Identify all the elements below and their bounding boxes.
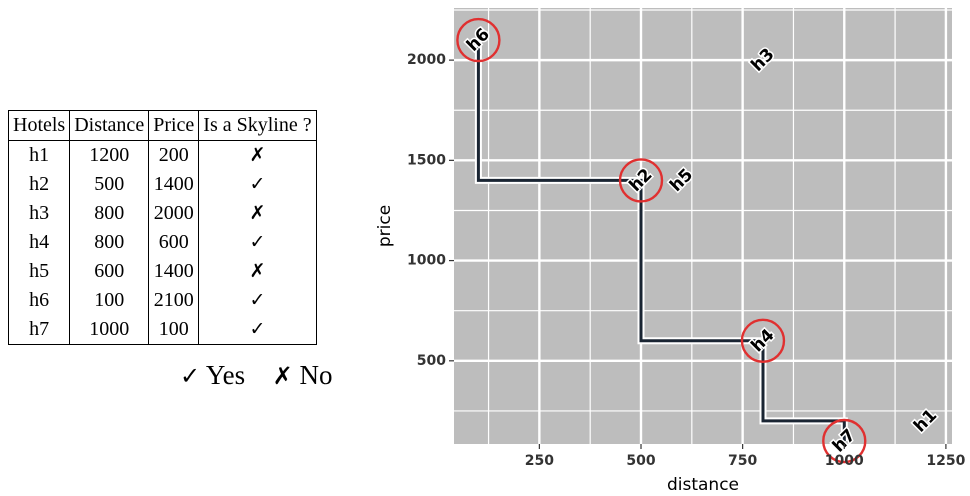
cell-hotel: h4 (9, 228, 70, 257)
cell-hotel: h3 (9, 199, 70, 228)
cell-distance: 800 (70, 199, 149, 228)
cell-skyline: ✓ (199, 170, 316, 199)
x-tick-label: 1000 (825, 453, 864, 469)
cell-price: 600 (149, 228, 199, 257)
cell-hotel: h5 (9, 257, 70, 286)
column-header-distance: Distance (70, 111, 149, 141)
column-header-price: Price (149, 111, 199, 141)
y-axis-ticks: 500 1000 1500 2000 (407, 52, 454, 369)
x-tick-label: 250 (525, 453, 554, 469)
cell-hotel: h7 (9, 315, 70, 345)
table-row: h5 600 1400 ✗ (9, 257, 317, 286)
cell-price: 2000 (149, 199, 199, 228)
cell-hotel: h1 (9, 141, 70, 171)
column-header-hotels: Hotels (9, 111, 70, 141)
cell-skyline: ✓ (199, 315, 316, 345)
cell-price: 1400 (149, 170, 199, 199)
hotel-table: Hotels Distance Price Is a Skyline ? h1 … (8, 110, 317, 345)
skyline-table-container: Hotels Distance Price Is a Skyline ? h1 … (8, 110, 317, 345)
check-icon: ✓ (180, 362, 200, 390)
x-axis-ticks: 250 500 750 1000 1250 (525, 444, 966, 469)
table-header-row: Hotels Distance Price Is a Skyline ? (9, 111, 317, 141)
table-row: h7 1000 100 ✓ (9, 315, 317, 345)
cell-skyline: ✓ (199, 286, 316, 315)
legend-yes-label: Yes (206, 360, 245, 390)
cell-skyline: ✗ (199, 257, 316, 286)
x-axis-title: distance (667, 475, 739, 495)
y-axis-title: price (375, 205, 395, 247)
cell-distance: 600 (70, 257, 149, 286)
x-tick-label: 1250 (926, 453, 965, 469)
cell-distance: 800 (70, 228, 149, 257)
cell-price: 2100 (149, 286, 199, 315)
cell-price: 100 (149, 315, 199, 345)
plot-background (454, 8, 952, 444)
y-tick-label: 1500 (407, 152, 446, 168)
cell-skyline: ✗ (199, 141, 316, 171)
table-row: h4 800 600 ✓ (9, 228, 317, 257)
y-tick-label: 1000 (407, 253, 446, 269)
y-tick-label: 500 (417, 353, 446, 369)
cell-distance: 1000 (70, 315, 149, 345)
column-header-skyline: Is a Skyline ? (199, 111, 316, 141)
cell-hotel: h2 (9, 170, 70, 199)
legend-no-label: No (300, 360, 333, 390)
cell-price: 200 (149, 141, 199, 171)
table-legend: ✓ Yes ✗ No (180, 360, 333, 391)
table-row: h6 100 2100 ✓ (9, 286, 317, 315)
table-row: h2 500 1400 ✓ (9, 170, 317, 199)
cell-distance: 100 (70, 286, 149, 315)
x-tick-label: 750 (728, 453, 757, 469)
cell-skyline: ✗ (199, 199, 316, 228)
x-tick-label: 500 (626, 453, 655, 469)
table-row: h3 800 2000 ✗ (9, 199, 317, 228)
cell-hotel: h6 (9, 286, 70, 315)
cell-distance: 500 (70, 170, 149, 199)
cross-icon: ✗ (273, 362, 293, 390)
cell-skyline: ✓ (199, 228, 316, 257)
y-tick-label: 2000 (407, 52, 446, 68)
plot-panel (454, 8, 952, 444)
cell-distance: 1200 (70, 141, 149, 171)
table-row: h1 1200 200 ✗ (9, 141, 317, 171)
cell-price: 1400 (149, 257, 199, 286)
